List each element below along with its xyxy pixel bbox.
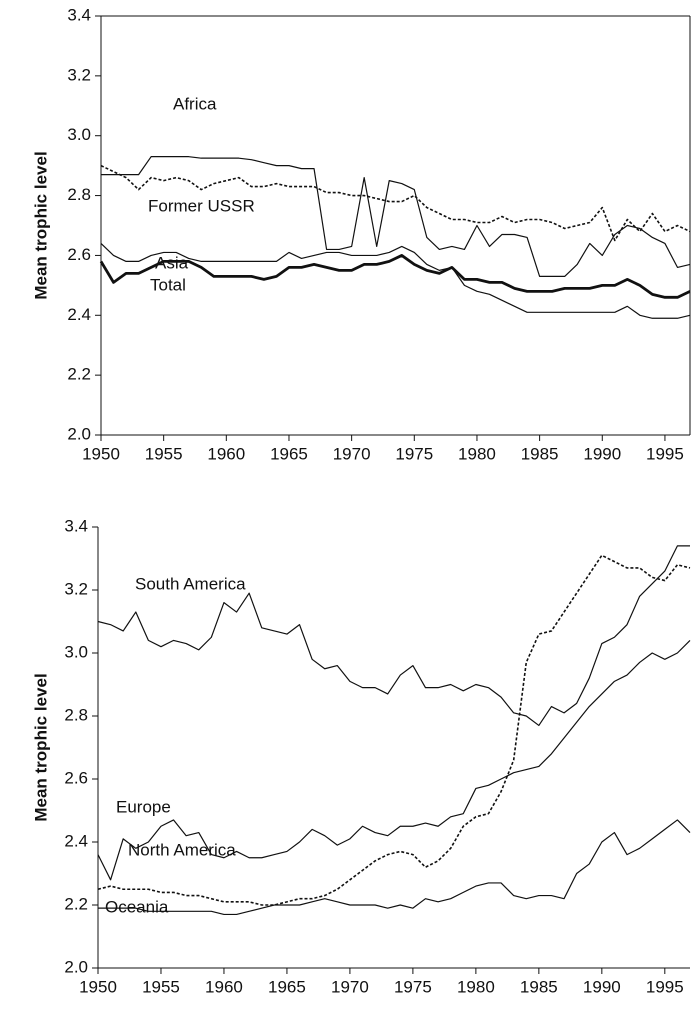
y-tick-label: 2.4 bbox=[67, 305, 91, 324]
x-tick-label: 1995 bbox=[646, 977, 684, 996]
x-tick-label: 1965 bbox=[270, 444, 308, 463]
y-tick-label: 3.4 bbox=[64, 516, 88, 535]
y-tick-label: 2.2 bbox=[67, 365, 91, 384]
series-label: North America bbox=[128, 840, 236, 859]
x-tick-label: 1950 bbox=[82, 444, 120, 463]
series-line bbox=[97, 639, 691, 881]
x-tick-label: 1985 bbox=[520, 977, 558, 996]
y-tick-label: 2.6 bbox=[67, 245, 91, 264]
x-tick-label: 1990 bbox=[583, 977, 621, 996]
y-tick-label: 2.6 bbox=[64, 768, 88, 787]
x-tick-label: 1980 bbox=[458, 444, 496, 463]
series-line bbox=[98, 819, 691, 916]
y-axis-label: Mean trophic level bbox=[31, 151, 50, 299]
x-tick-label: 1955 bbox=[142, 977, 180, 996]
x-tick-label: 1950 bbox=[79, 977, 117, 996]
y-tick-label: 3.2 bbox=[64, 579, 88, 598]
series-label: Oceania bbox=[105, 897, 169, 916]
x-tick-label: 1970 bbox=[331, 977, 369, 996]
y-tick-label: 3.0 bbox=[67, 125, 91, 144]
y-tick-label: 2.4 bbox=[64, 831, 88, 850]
x-tick-label: 1955 bbox=[145, 444, 183, 463]
x-tick-label: 1985 bbox=[521, 444, 559, 463]
series-line bbox=[100, 164, 691, 242]
series-line bbox=[99, 254, 691, 299]
series-line bbox=[100, 243, 691, 319]
series-label: Africa bbox=[173, 94, 217, 113]
x-tick-label: 1975 bbox=[395, 444, 433, 463]
series-line bbox=[97, 554, 691, 906]
y-tick-label: 2.8 bbox=[64, 705, 88, 724]
series-label: Total bbox=[150, 275, 186, 294]
series-label: Asia bbox=[155, 253, 189, 272]
x-tick-label: 1975 bbox=[394, 977, 432, 996]
series-line bbox=[101, 156, 691, 277]
x-tick-label: 1980 bbox=[457, 977, 495, 996]
x-tick-label: 1965 bbox=[268, 977, 306, 996]
series-label: Europe bbox=[116, 797, 171, 816]
y-tick-label: 2.2 bbox=[64, 894, 88, 913]
y-axis-label: Mean trophic level bbox=[31, 673, 50, 821]
series-label: South America bbox=[135, 574, 246, 593]
y-tick-label: 3.0 bbox=[64, 642, 88, 661]
y-tick-label: 2.0 bbox=[67, 424, 91, 443]
x-tick-label: 1995 bbox=[646, 444, 684, 463]
x-tick-label: 1960 bbox=[205, 977, 243, 996]
y-tick-label: 2.0 bbox=[64, 957, 88, 976]
x-tick-label: 1970 bbox=[333, 444, 371, 463]
y-tick-label: 3.2 bbox=[67, 65, 91, 84]
series-label: Former USSR bbox=[148, 196, 255, 215]
x-tick-label: 1960 bbox=[207, 444, 245, 463]
series-line bbox=[97, 545, 690, 727]
x-tick-label: 1990 bbox=[583, 444, 621, 463]
y-tick-label: 3.4 bbox=[67, 5, 91, 24]
y-tick-label: 2.8 bbox=[67, 185, 91, 204]
